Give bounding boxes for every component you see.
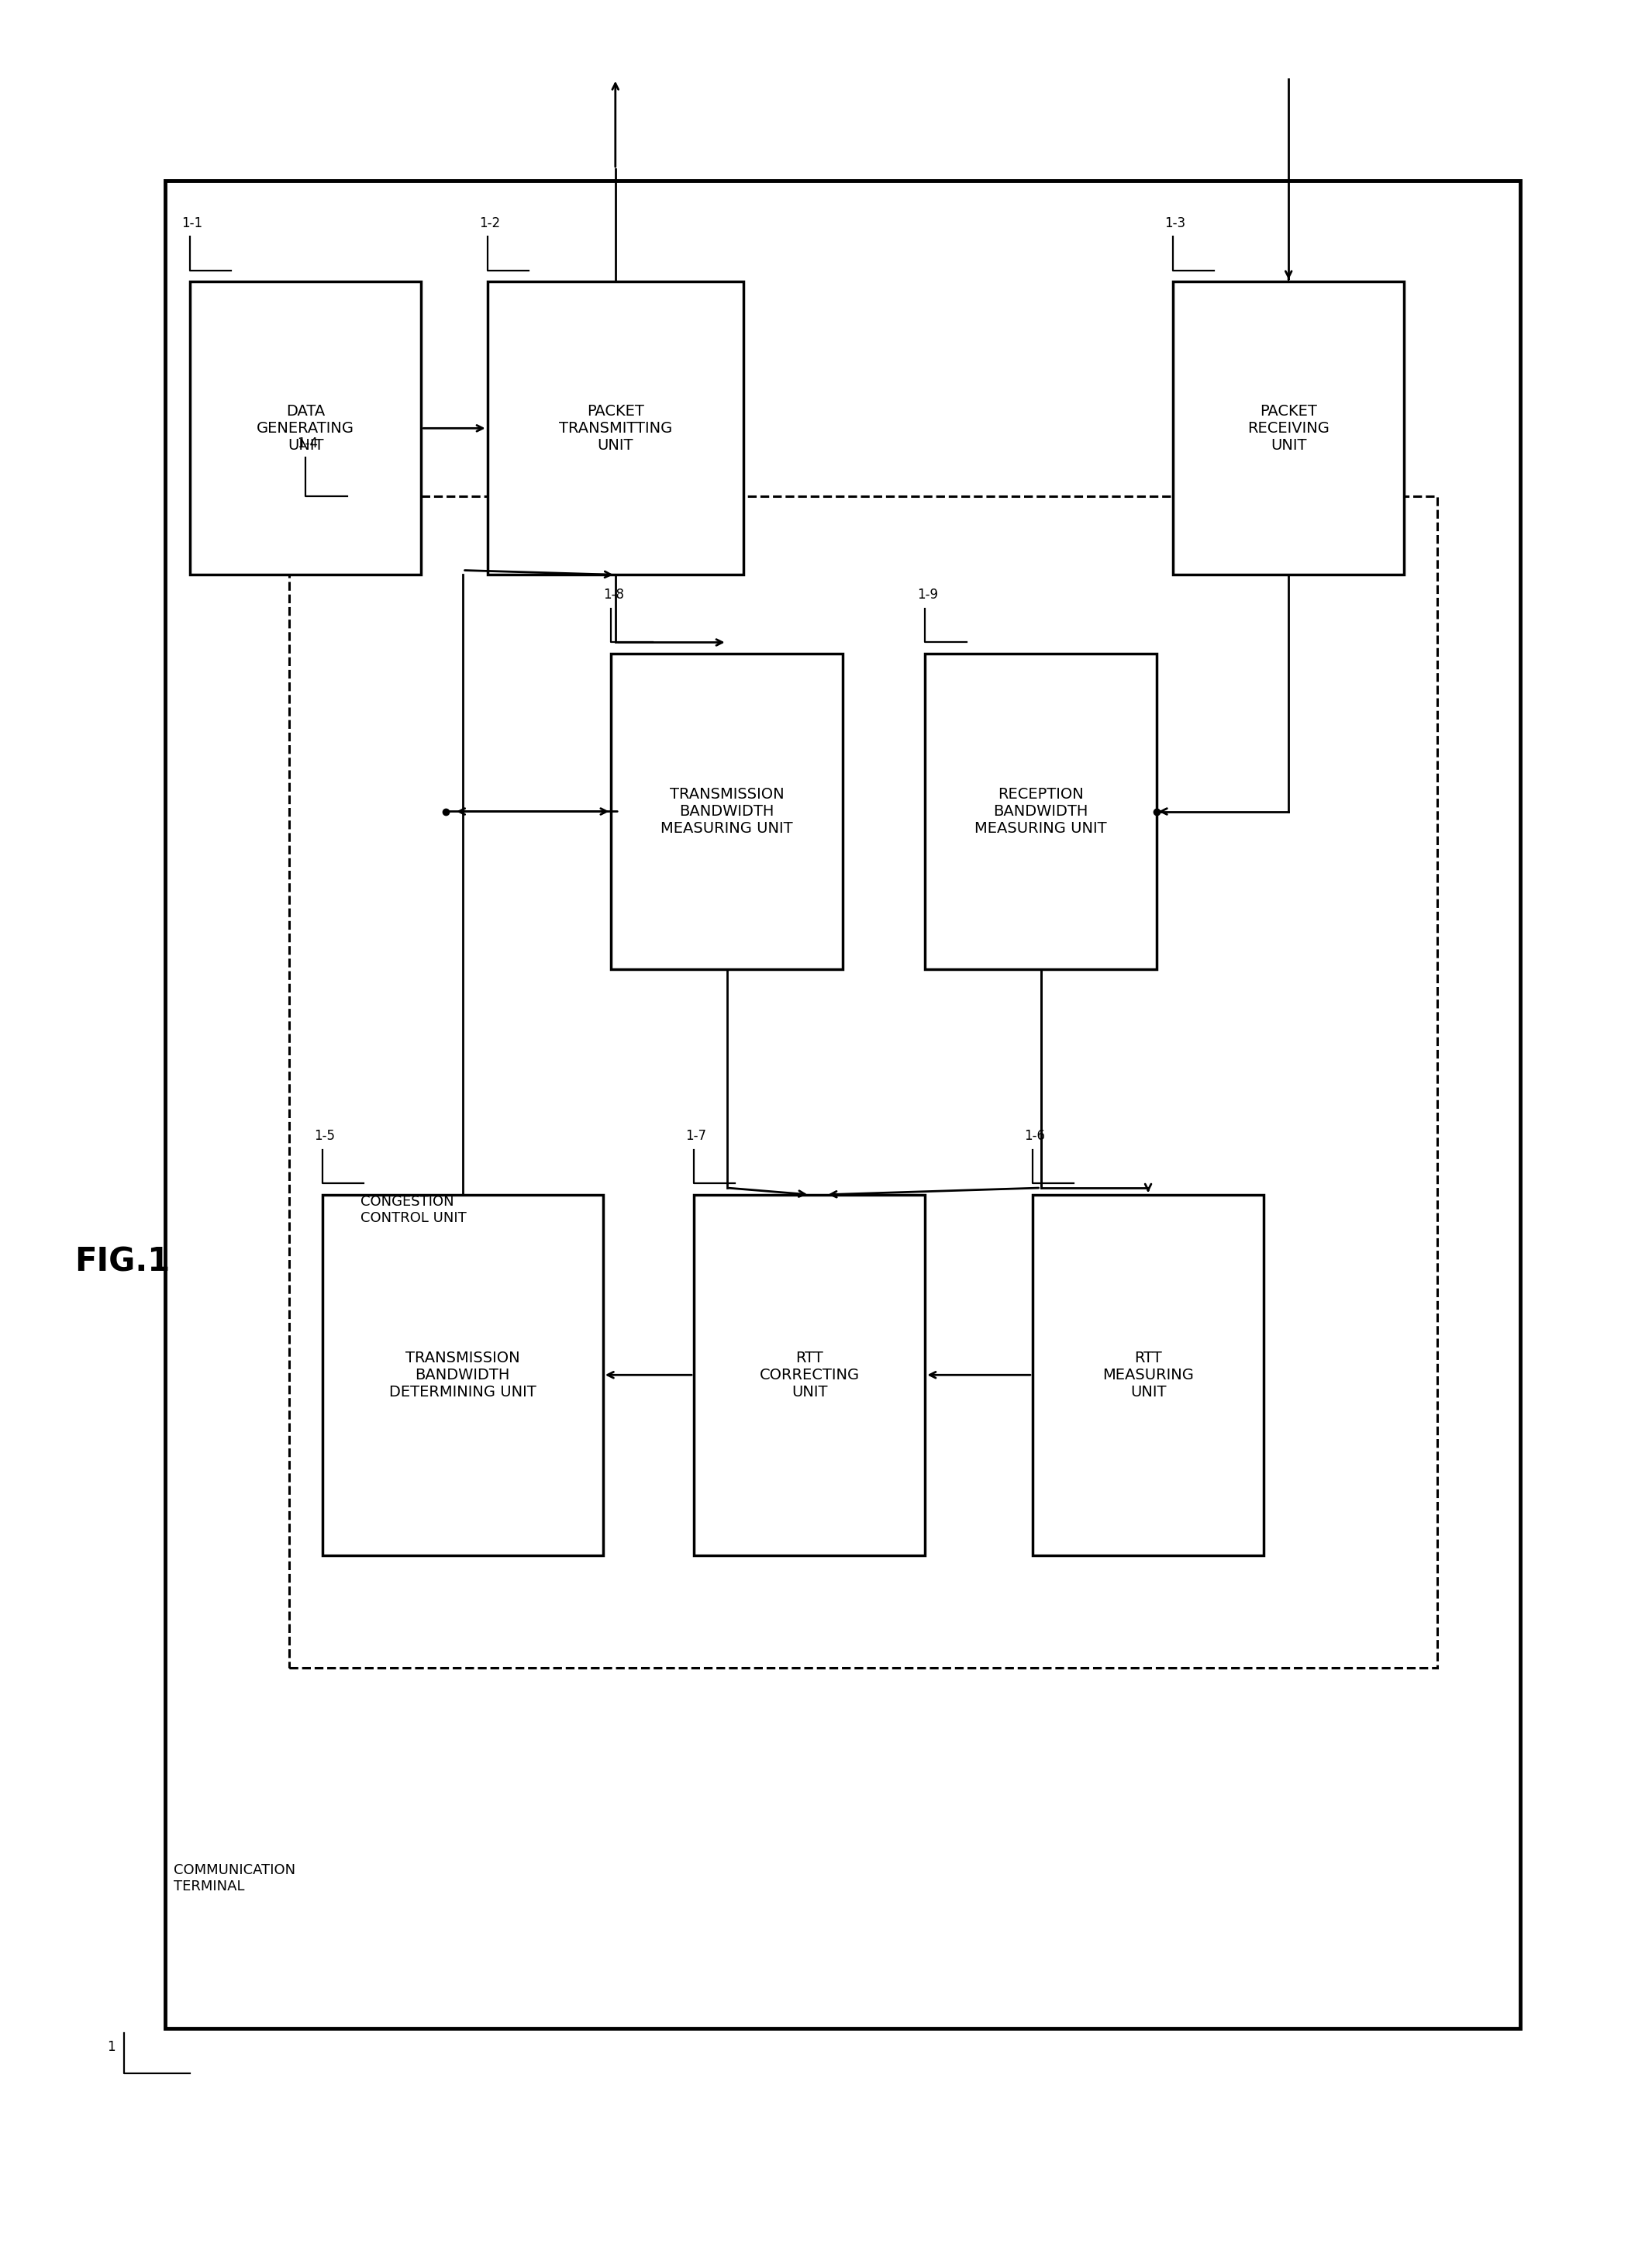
Text: 1-7: 1-7 (686, 1129, 707, 1143)
Text: 1-4: 1-4 (297, 437, 319, 451)
Text: COMMUNICATION
TERMINAL: COMMUNICATION TERMINAL (173, 1864, 296, 1893)
Bar (1173, 282, 1404, 575)
Text: PACKET
RECEIVING
UNIT: PACKET RECEIVING UNIT (1247, 403, 1330, 453)
Text: PACKET
TRANSMITTING
UNIT: PACKET TRANSMITTING UNIT (558, 403, 672, 453)
Text: 1-5: 1-5 (314, 1129, 335, 1143)
Text: 1-6: 1-6 (1024, 1129, 1046, 1143)
Bar (611, 654, 843, 969)
Text: DATA
GENERATING
UNIT: DATA GENERATING UNIT (256, 403, 355, 453)
Text: CONGESTION
CONTROL UNIT: CONGESTION CONTROL UNIT (360, 1195, 466, 1224)
Text: TRANSMISSION
BANDWIDTH
MEASURING UNIT: TRANSMISSION BANDWIDTH MEASURING UNIT (661, 787, 793, 836)
Text: 1-8: 1-8 (603, 588, 624, 602)
Text: 1: 1 (107, 2040, 116, 2053)
Text: 1-9: 1-9 (917, 588, 938, 602)
Bar (487, 282, 743, 575)
Text: RECEPTION
BANDWIDTH
MEASURING UNIT: RECEPTION BANDWIDTH MEASURING UNIT (975, 787, 1107, 836)
Bar (925, 654, 1156, 969)
Bar (190, 282, 421, 575)
Text: FIG.1: FIG.1 (74, 1246, 170, 1278)
Bar (322, 1195, 603, 1555)
Text: RTT
MEASURING
UNIT: RTT MEASURING UNIT (1102, 1350, 1194, 1400)
Text: 1-2: 1-2 (479, 216, 501, 230)
Text: TRANSMISSION
BANDWIDTH
DETERMINING UNIT: TRANSMISSION BANDWIDTH DETERMINING UNIT (388, 1350, 537, 1400)
Bar (1032, 1195, 1264, 1555)
Text: 1-3: 1-3 (1165, 216, 1186, 230)
Bar (165, 180, 1520, 2029)
Bar (694, 1195, 925, 1555)
Bar (289, 496, 1437, 1668)
Text: RTT
CORRECTING
UNIT: RTT CORRECTING UNIT (760, 1350, 859, 1400)
Text: 1-1: 1-1 (182, 216, 203, 230)
